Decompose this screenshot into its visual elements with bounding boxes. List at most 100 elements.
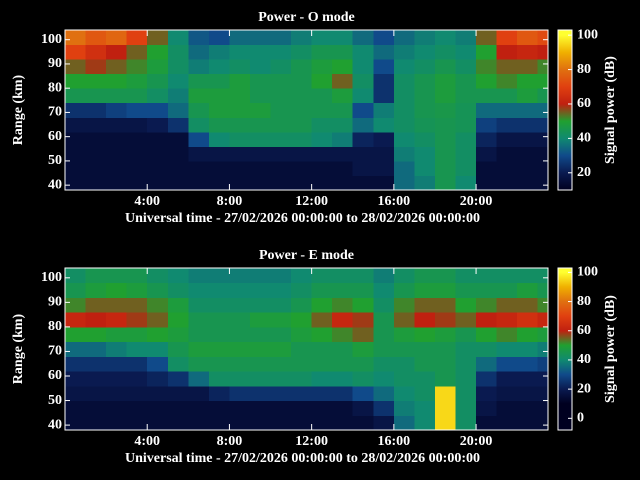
heatmap-cell: [106, 175, 128, 191]
heatmap-cell: [373, 400, 395, 416]
heatmap-cell: [208, 341, 230, 357]
y-tick-label: 100: [41, 32, 62, 47]
heatmap-cell: [414, 297, 436, 313]
heatmap-cell: [496, 117, 518, 133]
heatmap-cell: [517, 312, 539, 328]
heatmap-cell: [188, 385, 210, 402]
heatmap-cell: [414, 59, 436, 75]
heatmap-cell: [537, 146, 549, 162]
heatmap-cell: [126, 160, 148, 176]
heatmap-cell: [414, 44, 436, 60]
heatmap-cell: [65, 326, 87, 343]
heatmap-cell: [167, 371, 189, 387]
heatmap-cell: [270, 341, 292, 357]
heatmap-cell: [147, 175, 169, 191]
heatmap-cell: [455, 312, 477, 328]
heatmap-cell: [455, 175, 477, 191]
heatmap-cell: [352, 326, 374, 343]
heatmap-cell: [270, 282, 292, 298]
heatmap-cell: [311, 312, 333, 328]
y-tick-label: 40: [48, 177, 62, 192]
heatmap-cell: [311, 385, 333, 402]
colorbar-tick-label: 60: [577, 323, 591, 338]
heatmap-cell: [249, 341, 272, 357]
heatmap-cell: [126, 44, 148, 60]
heatmap-cell: [188, 131, 210, 147]
heatmap-cell: [126, 385, 148, 402]
heatmap-cell: [311, 415, 333, 431]
heatmap-cell: [208, 268, 230, 284]
heatmap-cell: [249, 268, 272, 284]
heatmap-cell: [249, 44, 272, 60]
heatmap-cell: [147, 400, 169, 416]
heatmap-cell: [147, 160, 169, 176]
heatmap-cell: [455, 88, 477, 104]
heatmap-cell: [352, 175, 374, 191]
heatmap-cell: [85, 175, 107, 191]
y-tick-label: 90: [48, 295, 62, 310]
heatmap-cell: [537, 356, 549, 372]
heatmap-cell: [496, 312, 518, 328]
heatmap-cell: [126, 73, 148, 89]
heatmap-cell: [332, 59, 354, 75]
heatmap-cell: [126, 175, 148, 191]
heatmap-cell: [208, 146, 230, 162]
heatmap-cell: [147, 341, 169, 357]
heatmap-cell: [126, 415, 148, 431]
heatmap-cell: [517, 59, 539, 75]
heatmap-cell: [517, 282, 539, 298]
heatmap-cell: [85, 356, 107, 372]
heatmap-cell: [65, 297, 87, 313]
heatmap-cell: [476, 175, 498, 191]
heatmap-cell: [229, 88, 251, 104]
heatmap-cell: [311, 282, 333, 298]
heatmap-cell: [352, 146, 374, 162]
heatmap-cell: [208, 117, 230, 133]
heatmap-cell: [208, 44, 230, 60]
heatmap-cell: [167, 341, 189, 357]
heatmap-cell: [393, 282, 415, 298]
heatmap-cell: [291, 385, 313, 402]
heatmap-cell: [85, 297, 107, 313]
heatmap-cell: [393, 385, 415, 402]
heatmap-cell: [208, 297, 230, 313]
heatmap-cell: [332, 102, 354, 118]
heatmap-cell: [249, 160, 272, 176]
heatmap-cell: [434, 160, 457, 176]
heatmap-cell: [270, 88, 292, 104]
heatmap-cell: [291, 117, 313, 133]
heatmap-cell: [496, 102, 518, 118]
heatmap-cell: [229, 146, 251, 162]
heatmap-cell: [188, 59, 210, 75]
heatmap-cell: [332, 117, 354, 133]
heatmap-cell: [167, 400, 189, 416]
heatmap-cell: [455, 415, 477, 431]
heatmap-cell: [126, 146, 148, 162]
heatmap-cell: [496, 385, 518, 402]
heatmap-cell: [208, 131, 230, 147]
heatmap-cell: [249, 146, 272, 162]
heatmap-cell: [188, 30, 210, 46]
heatmap-cell: [537, 385, 549, 402]
heatmap-cell: [106, 102, 128, 118]
heatmap-cell: [65, 312, 87, 328]
heatmap-cell: [208, 282, 230, 298]
heatmap-cell: [434, 146, 457, 162]
heatmap-cell: [188, 88, 210, 104]
y-tick-label: 80: [48, 80, 62, 95]
heatmap-cell: [65, 59, 87, 75]
heatmap-cell: [270, 59, 292, 75]
heatmap-cell: [332, 268, 354, 284]
heatmap-cell: [311, 297, 333, 313]
heatmap-cell: [311, 268, 333, 284]
heatmap-cell: [414, 88, 436, 104]
heatmap-cell: [537, 415, 549, 431]
heatmap-cell: [455, 282, 477, 298]
colorbar-tick-label: 0: [577, 411, 584, 426]
heatmap-cell: [208, 385, 230, 402]
heatmap-cell: [229, 268, 251, 284]
heatmap-cell: [373, 371, 395, 387]
heatmap-cell: [126, 268, 148, 284]
colorbar-tick-label: 40: [577, 352, 591, 367]
colorbar-label: Signal power (dB): [603, 56, 618, 164]
